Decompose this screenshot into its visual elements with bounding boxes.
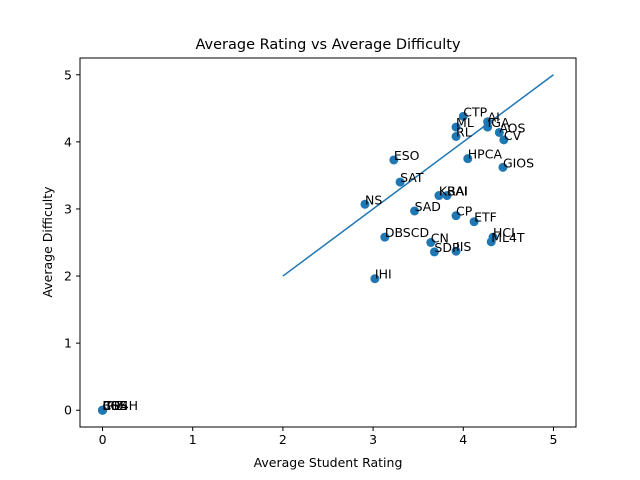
point-label: ETF — [474, 210, 497, 225]
x-axis-label: Average Student Rating — [254, 455, 403, 470]
scatter-point — [451, 122, 461, 132]
y-tick-label: 0 — [64, 403, 72, 418]
scatter-point — [389, 155, 399, 165]
point-label: CTP — [463, 104, 487, 119]
x-tick-label: 2 — [279, 432, 287, 447]
point-label: CV — [504, 128, 522, 143]
scatter-point — [395, 177, 405, 187]
scatter-point — [469, 217, 479, 227]
point-label: IIS — [456, 239, 471, 254]
scatter-point — [370, 274, 380, 284]
point-label: SAD — [415, 199, 441, 214]
scatter-point — [494, 127, 504, 137]
scatter-point — [429, 247, 439, 257]
point-label: SAT — [400, 170, 424, 185]
point-label: DBSCD — [385, 225, 429, 240]
scatter-point — [463, 154, 473, 164]
point-label: BD4H — [103, 398, 139, 413]
point-label: SDP — [434, 240, 460, 255]
axes-frame — [79, 57, 577, 428]
scatter-point — [360, 199, 370, 209]
point-label: HPCA — [468, 147, 503, 162]
scatter-point — [410, 206, 420, 216]
trend-line — [282, 74, 554, 277]
point-label: CSS — [103, 398, 128, 413]
point-label: IGA — [488, 115, 510, 130]
y-tick-label: 1 — [64, 336, 72, 351]
y-axis-label: Average Difficulty — [40, 186, 55, 298]
scatter-point — [499, 135, 509, 145]
x-tick-label: 0 — [99, 432, 107, 447]
scatter-point — [451, 211, 461, 221]
scatter-point — [434, 191, 444, 201]
point-label: ML — [456, 115, 474, 130]
x-tick-label: 1 — [189, 432, 197, 447]
y-tick-label: 4 — [64, 134, 72, 149]
point-label: HCI — [493, 225, 515, 240]
point-label: CN — [431, 231, 449, 246]
point-label: EOS — [103, 398, 129, 413]
scatter-point — [380, 232, 390, 242]
scatter-point — [98, 405, 108, 415]
x-tick-label: 5 — [549, 432, 557, 447]
point-label: ML4T — [491, 230, 525, 245]
scatter-point — [498, 162, 508, 172]
y-tick-label: 3 — [64, 201, 72, 216]
point-label: NS — [365, 192, 382, 207]
scatter-point — [458, 111, 468, 121]
y-tick-label: 2 — [64, 269, 72, 284]
point-label: CSE — [103, 398, 128, 413]
chart-title: Average Rating vs Average Difficulty — [195, 37, 460, 53]
scatter-point — [442, 191, 452, 201]
point-label: GIOS — [503, 155, 534, 170]
point-label: RL — [456, 124, 472, 139]
scatter-point — [486, 237, 496, 247]
point-label: IHI — [375, 267, 392, 282]
point-label: AOS — [499, 120, 525, 135]
scatter-point — [451, 246, 461, 256]
x-tick-label: 3 — [369, 432, 377, 447]
point-label: KBAI — [439, 184, 468, 199]
point-label: RAI — [447, 184, 467, 199]
point-label: CP — [456, 204, 473, 219]
x-tick-label: 4 — [459, 432, 467, 447]
point-label: IPE — [103, 398, 122, 413]
y-tick-label: 5 — [64, 67, 72, 82]
point-label: ESO — [394, 148, 420, 163]
scatter-point — [426, 238, 436, 247]
scatter-point — [483, 122, 493, 132]
scatter-point — [451, 131, 461, 141]
point-label: AI — [488, 110, 500, 125]
